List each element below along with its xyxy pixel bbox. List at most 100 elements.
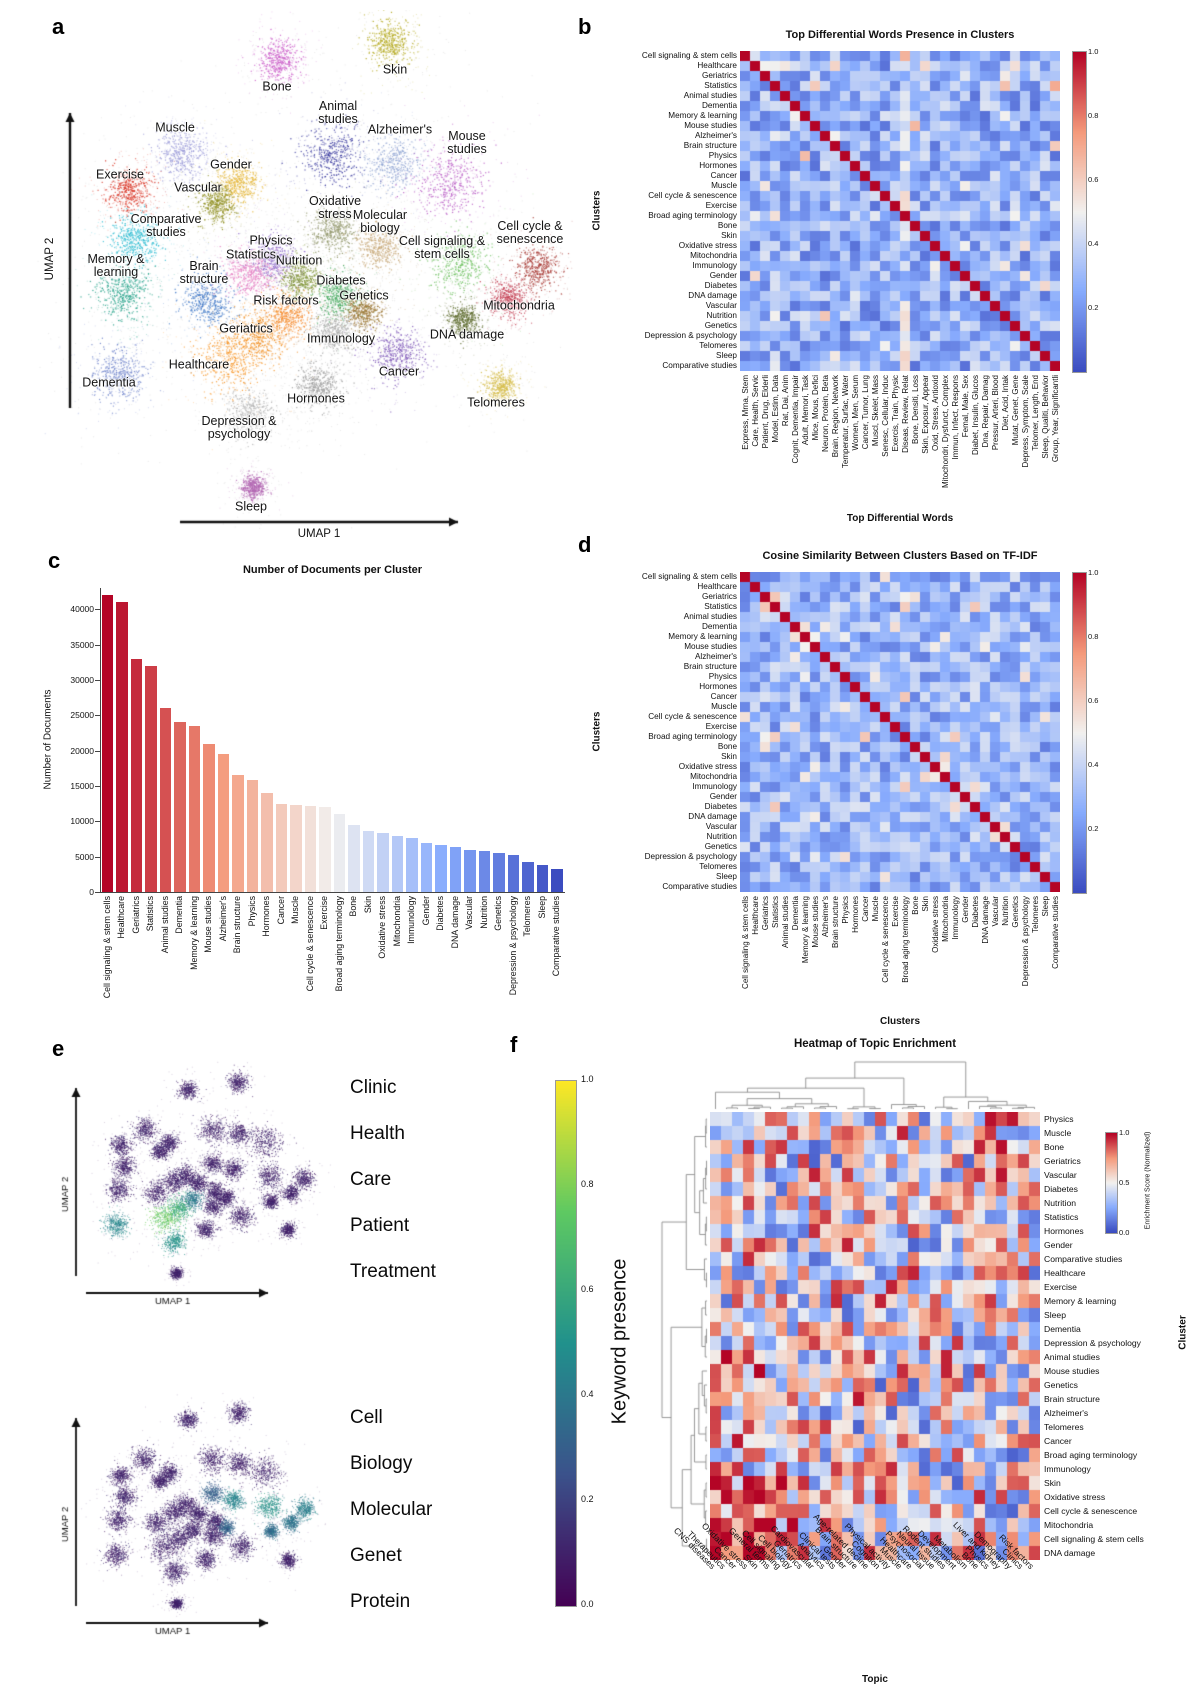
y-tick-label: 0 [89,887,94,897]
colorbar [1105,1132,1118,1234]
x-tick-label: Gender [420,896,431,926]
bar [551,869,563,892]
cluster-label: Molecular biology [352,207,408,235]
cluster-label: Vascular [174,180,222,195]
cluster-label: Hormones [287,391,345,406]
column-label: Exercis, Train, Physic [890,375,900,452]
colorbar-tick-label: 0.8 [581,1179,594,1189]
colorbar [555,1080,577,1607]
row-label: Oxidative stress [678,241,737,250]
keyword-label: Genet [350,1545,402,1566]
column-label: Healthcare [750,896,760,935]
column-label: Comparative studies [1050,896,1060,969]
x-tick-label: Physics [246,896,257,927]
row-label: Genetics [704,842,737,851]
column-label: Gender [960,896,970,923]
column-label: Physics [840,896,850,924]
column-label: Telomer, Length, End [1030,375,1040,451]
column-label: Bone [910,896,920,915]
chart-title: Number of Documents per Cluster [242,564,423,576]
bar [536,865,548,892]
row-label: Vascular [705,822,737,831]
colorbar-tick-label: 1.0 [1119,1128,1130,1137]
column-label: Mitochondri, Dysfunct, Complex [940,375,950,488]
column-label: Femal, Male, Sex [960,375,970,438]
cluster-label: Bone [262,79,292,94]
row-label: Mitochondria [690,772,737,781]
row-label: Genetics [704,321,737,330]
x-tick-label: Genetics [493,896,504,931]
x-tick-label: Cell signaling & stem cells [101,896,112,999]
x-tick-label: Broad aging terminology [333,896,344,992]
cluster-label: Diabetes [316,273,366,288]
bar [464,849,476,892]
column-label: Group, Year, Significantli [1050,375,1060,463]
row-label: Skin [721,752,737,761]
panel-f-topic-enrichment-clustermap: Heatmap of Topic Enrichment Topic Cluste… [640,1032,1200,1698]
cluster-label: Gender [210,157,252,172]
column-label: Cognit, Dementia, Impair [790,375,800,464]
column-label: Women, Men, Serum [850,375,860,451]
cluster-label: Cancer [378,364,420,379]
column-label: Statistics [770,896,780,929]
row-label: Physics [1044,1114,1074,1124]
y-tick-mark [95,679,100,681]
colorbar-tick-label: 1.0 [1088,47,1099,56]
row-label: Cell signaling & stem cells [641,51,737,60]
column-label: Pressur, Arteri, Blood [990,375,1000,451]
column-label: Cell signaling & stem cells [740,896,750,989]
panel-a-umap-clusters: Muscle Bone Skin Animal studies Alzheimer's M… [30,10,575,555]
row-label: Animal studies [683,612,737,621]
keyword-label: Protein [350,1591,411,1612]
x-tick-label: Telomeres [522,896,533,937]
colorbar-tick-label: 0.5 [1119,1178,1130,1187]
row-label: Oxidative stress [1044,1492,1106,1502]
row-label: Comparative studies [662,361,737,370]
keyword-label: Biology [350,1453,413,1474]
bar [261,793,273,892]
column-label: Cancer, Tumor, Lung [860,375,870,450]
row-label: Bone [717,742,737,751]
cluster-label: Muscle [155,120,195,135]
row-label: Telomeres [1044,1422,1084,1432]
column-label: Brain, Region, Network [830,375,840,458]
bar [159,708,171,892]
colorbar-tick-label: 0.4 [1088,760,1099,769]
column-label: Muscl, Skelet, Mass [870,375,880,447]
y-tick-mark [95,750,100,752]
x-tick-label: Comparative studies [551,896,562,977]
row-label: Immunology [1044,1464,1091,1474]
row-label: Comparative studies [1044,1254,1123,1264]
colorbar-tick-label: 0.0 [581,1599,594,1609]
panel-d-cosine-similarity-heatmap: Cosine Similarity Between Clusters Based… [575,540,1195,1030]
column-label: Express, Mrna, Stem [740,375,750,450]
row-label: Alzheimer's [1044,1408,1089,1418]
keyword-label: Molecular [350,1499,433,1520]
y-tick-label: 40000 [70,604,94,615]
x-tick-label: Sleep [536,896,547,919]
cluster-label: Physics [249,233,293,248]
column-label: Mouse studies [810,896,820,948]
y-tick-label: 35000 [70,639,94,650]
y-tick-mark [95,609,100,611]
column-label: Bone, Densiti, Loss [910,375,920,444]
column-label: Dementia [790,896,800,931]
row-label: Diabetes [704,802,737,811]
cluster-label: Depression & psychology [201,413,277,441]
x-axis-label: Clusters [879,1016,920,1027]
top-words-heatmap-canvas [740,51,1060,371]
column-label: Alzheimer's [820,896,830,938]
bar [188,725,200,892]
bar [203,743,215,892]
keyword-density-map-molecular-canvas [60,1390,335,1635]
column-label: DNA damage [980,896,990,944]
row-label: Animal studies [1044,1352,1100,1362]
cluster-label: Mitochondria [483,298,555,313]
row-label: Geriatrics [701,71,737,80]
x-tick-label: Dementia [174,896,185,934]
row-label: Bone [717,221,737,230]
colorbar [1072,51,1087,373]
colorbar-tick-label: 0.2 [581,1494,594,1504]
bar [145,665,157,892]
